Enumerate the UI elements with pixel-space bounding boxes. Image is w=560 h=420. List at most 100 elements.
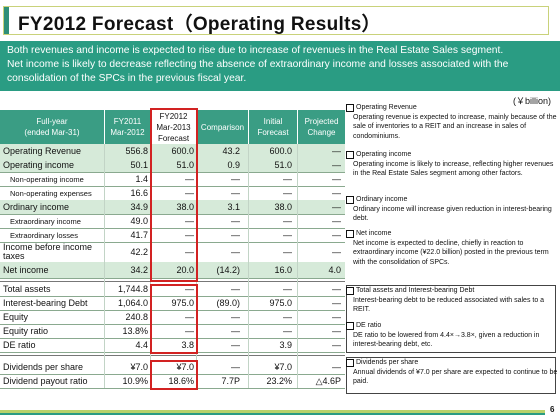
header-projected-line2: Change xyxy=(307,128,336,137)
table-row: Dividends per share ¥7.0 ¥7.0 ― ¥7.0 ― xyxy=(0,360,345,374)
header-sep xyxy=(104,110,105,144)
header-label-line2: (ended Mar-31) xyxy=(24,128,80,137)
cell-proj: ― xyxy=(332,174,341,184)
note-head: DE ratio xyxy=(356,322,382,329)
notes-box-dividend xyxy=(346,357,556,394)
note-head: Operating income xyxy=(356,151,412,158)
checkbox-icon xyxy=(346,286,354,295)
unit-label: (￥billion) xyxy=(513,96,552,106)
cell-initial: 600.0 xyxy=(269,146,292,156)
banner-line-1: Both revenues and income is expected to … xyxy=(7,45,504,56)
table-row: Income before income taxes 42.2 ― ― ― ― xyxy=(0,242,345,262)
table-row: Dividend payout ratio 10.9% 18.6% 7.7P 23.2%… xyxy=(0,374,345,388)
banner-line-2: Net income is likely to decrease reflect… xyxy=(7,59,509,70)
cell-fy2012: ― xyxy=(185,247,194,257)
cell-fy2012: 38.0 xyxy=(176,202,194,212)
checkbox-icon xyxy=(346,103,354,112)
header-fy2012: FY2012 Mar-2013 Forecast xyxy=(151,110,196,144)
row-label: Income before income taxes xyxy=(3,242,93,261)
cell-fy2012: ― xyxy=(185,312,194,322)
header-comparison: Comparison xyxy=(197,110,248,144)
note-operating-revenue: Operating Revenue Operating revenue is e… xyxy=(346,103,558,141)
header-label-line1: Full-year xyxy=(36,117,68,126)
cell-comp: 7.7P xyxy=(221,376,240,386)
cell-fy2012: 51.0 xyxy=(176,160,194,170)
row-divider xyxy=(0,186,345,187)
cell-comp: 0.9 xyxy=(227,160,240,170)
row-label: Net income xyxy=(3,265,49,275)
row-label: Ordinary income xyxy=(3,202,70,212)
table-row: Total assets 1,744.8 ― ― ― ― xyxy=(0,282,345,296)
row-label: Extraordinary income xyxy=(10,216,81,226)
cell-proj: ― xyxy=(332,216,341,226)
cell-proj: ― xyxy=(332,146,341,156)
note-body: DE ratio to be lowered from 4.4×→3.8×, g… xyxy=(353,331,540,349)
title-box: FY2012 Forecast（Operating Results） xyxy=(3,6,549,35)
note-body: Net income is expected to decline, chief… xyxy=(353,239,549,266)
checkbox-icon xyxy=(346,195,354,204)
cell-fy2012: 975.0 xyxy=(171,298,194,308)
cell-comp: ― xyxy=(231,326,240,336)
cell-fy2011: 49.0 xyxy=(130,216,148,226)
table-row: Interest-bearing Debt 1,064.0 975.0 (89.0) 9… xyxy=(0,296,345,310)
note-head: Dividends per share xyxy=(356,359,419,366)
header-fy2012-line3: Forecast xyxy=(157,133,190,143)
cell-proj: ― xyxy=(332,362,341,372)
cell-fy2012: 18.6% xyxy=(168,376,194,386)
header-comparison-text: Comparison xyxy=(200,122,245,132)
cell-proj: ― xyxy=(332,340,341,350)
table-row: Ordinary income 34.9 38.0 3.1 38.0 ― xyxy=(0,200,345,214)
table-row: Non-operating expenses 16.6 ― ― ― ― xyxy=(0,186,345,200)
checkbox-icon xyxy=(346,150,354,159)
page-title: FY2012 Forecast（Operating Results） xyxy=(18,14,381,35)
cell-fy2011: 1,064.0 xyxy=(117,298,148,308)
cell-fy2011: 34.9 xyxy=(130,202,148,212)
row-divider xyxy=(0,172,345,173)
header-projected-line1: Projected xyxy=(304,117,339,126)
cell-fy2012: ― xyxy=(185,230,194,240)
note-head: Operating Revenue xyxy=(356,104,417,111)
row-divider xyxy=(0,228,345,229)
row-label: Equity xyxy=(3,312,29,322)
note-de-ratio: DE ratio DE ratio to be lowered from 4.4… xyxy=(346,321,558,350)
cell-proj: ― xyxy=(332,312,341,322)
row-label: Dividend payout ratio xyxy=(3,376,88,386)
row-label: Interest-bearing Debt xyxy=(3,298,88,308)
header-fy2011-line2: Mar-2012 xyxy=(110,128,145,137)
row-label: Operating income xyxy=(3,160,75,170)
cell-proj: ― xyxy=(332,202,341,212)
row-divider xyxy=(0,374,345,375)
note-head: Total assets and Interest-bearing Debt xyxy=(356,287,475,294)
summary-banner: Both revenues and income is expected to … xyxy=(0,41,560,91)
section-divider xyxy=(0,355,345,356)
cell-fy2012: 20.0 xyxy=(176,265,194,275)
cell-fy2011: 240.8 xyxy=(125,312,148,322)
cell-comp: (14.2) xyxy=(216,265,240,275)
cell-fy2011: 4.4 xyxy=(135,340,148,350)
cell-initial: ― xyxy=(283,174,292,184)
cell-proj: 4.0 xyxy=(328,265,341,275)
cell-proj: ― xyxy=(332,326,341,336)
cell-initial: ― xyxy=(283,216,292,226)
table-row: DE ratio 4.4 3.8 ― 3.9 ― xyxy=(0,338,345,352)
cell-fy2011: 50.1 xyxy=(130,160,148,170)
cell-fy2011: 16.6 xyxy=(130,188,148,198)
note-head: Ordinary income xyxy=(356,196,408,203)
table-row: Equity 240.8 ― ― ― ― xyxy=(0,310,345,324)
table-row: Operating Revenue 556.8 600.0 43.2 600.0 ― xyxy=(0,144,345,158)
cell-fy2012: 600.0 xyxy=(171,146,194,156)
note-operating-income: Operating income Operating income is lik… xyxy=(346,150,558,179)
header-fy2011-line1: FY2011 xyxy=(113,117,142,126)
cell-fy2012: ― xyxy=(185,174,194,184)
cell-fy2011: 41.7 xyxy=(130,230,148,240)
table-row: Equity ratio 13.8% ― ― ― ― xyxy=(0,324,345,338)
note-dividends: Dividends per share Annual dividends of … xyxy=(346,358,558,387)
cell-comp: ― xyxy=(231,174,240,184)
header-initial-line2: Forecast xyxy=(257,128,289,137)
cell-initial: ― xyxy=(283,312,292,322)
checkbox-icon xyxy=(346,321,354,330)
cell-comp: ― xyxy=(231,216,240,226)
cell-initial: 38.0 xyxy=(274,202,292,212)
cell-proj: ― xyxy=(332,284,341,294)
cell-initial: ― xyxy=(283,247,292,257)
